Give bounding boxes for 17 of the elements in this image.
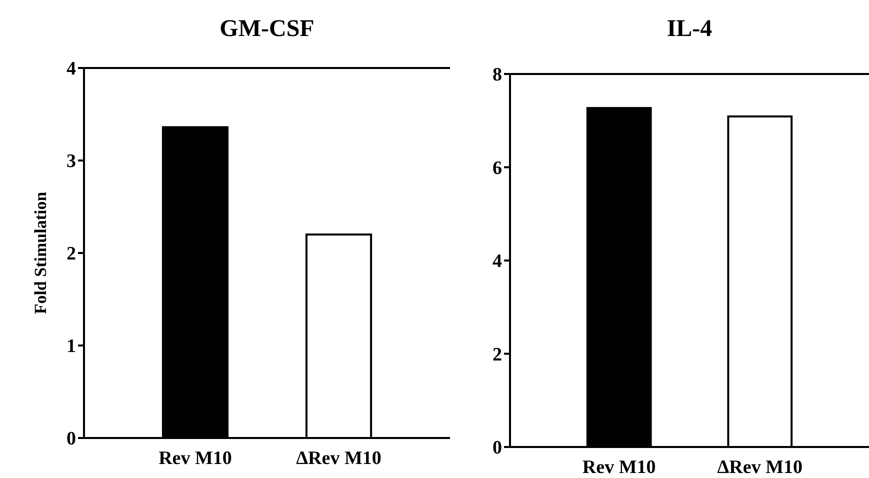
y-tick-label: 1 [66, 336, 76, 358]
y-axis-title: Fold Stimulation [31, 191, 50, 314]
y-tick-label: 4 [492, 251, 502, 272]
chart-title: IL-4 [666, 16, 712, 42]
y-tick-label: 2 [66, 244, 76, 265]
y-tick-label: 4 [66, 58, 76, 80]
x-tick-label: Rev M10 [582, 457, 656, 478]
x-tick-label: Rev M10 [158, 448, 232, 469]
chart-title: GM-CSF [220, 16, 314, 42]
y-tick-label: 0 [492, 438, 502, 459]
y-tick-label: 3 [66, 151, 76, 172]
y-tick-label: 6 [492, 158, 502, 179]
x-tick-label: ΔRev M10 [296, 448, 382, 469]
y-tick-label: 0 [66, 428, 76, 450]
x-tick-label: ΔRev M10 [717, 457, 803, 478]
y-tick-label: 2 [492, 344, 502, 366]
y-tick-label: 8 [492, 64, 502, 86]
